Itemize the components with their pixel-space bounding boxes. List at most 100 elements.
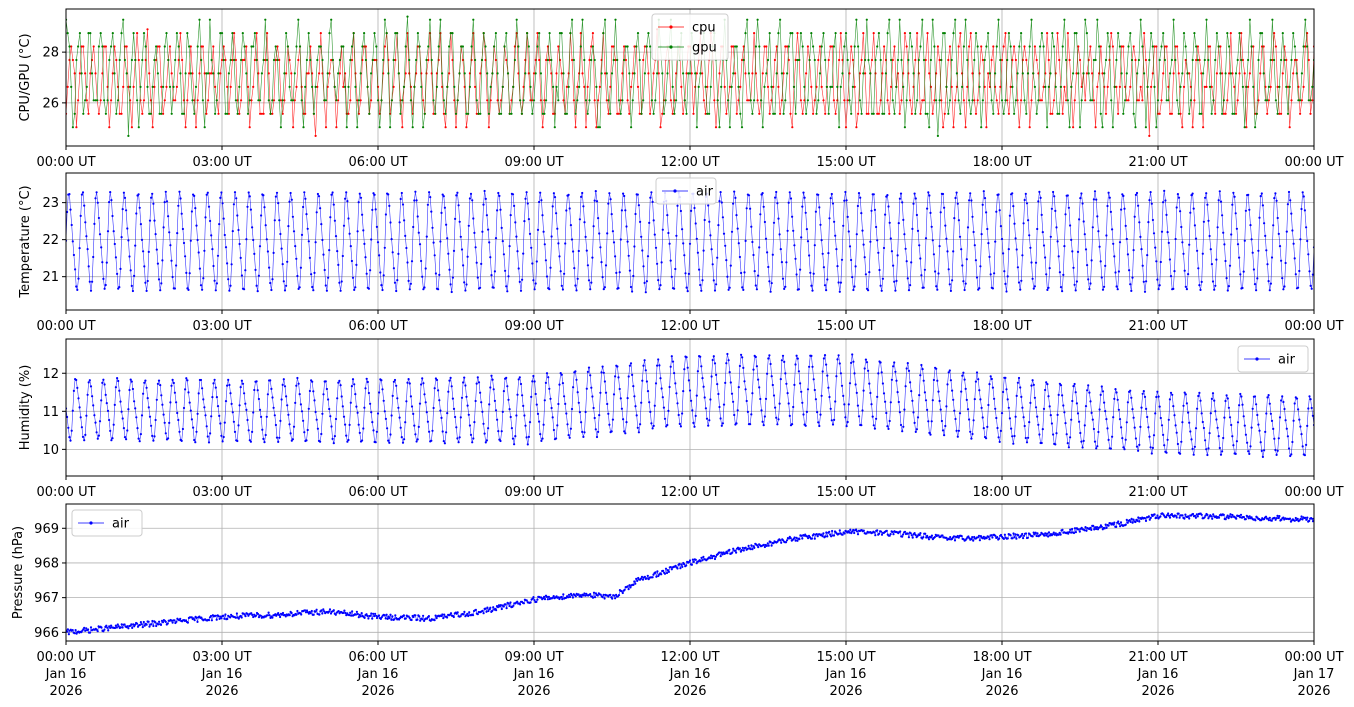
- data-point: [451, 397, 454, 400]
- data-point: [1208, 432, 1211, 435]
- data-point: [1028, 234, 1031, 237]
- data-point: [1146, 254, 1149, 257]
- data-point: [743, 380, 746, 383]
- data-point: [1020, 99, 1023, 102]
- data-point: [100, 399, 103, 402]
- data-point: [545, 99, 548, 102]
- data-point: [636, 579, 639, 583]
- data-point: [834, 31, 837, 35]
- data-point: [560, 373, 563, 376]
- data-point: [1024, 192, 1027, 195]
- data-point: [207, 205, 211, 208]
- data-point: [447, 252, 450, 255]
- data-point: [552, 112, 555, 115]
- data-point: [203, 249, 206, 252]
- data-point: [1069, 436, 1072, 439]
- data-point: [491, 378, 494, 381]
- data-point: [819, 223, 822, 226]
- data-point: [246, 85, 250, 88]
- data-point: [658, 364, 661, 367]
- data-point: [1307, 253, 1310, 256]
- data-point: [580, 595, 583, 599]
- data-point: [195, 430, 198, 433]
- data-point: [910, 261, 913, 264]
- data-point: [263, 206, 266, 209]
- data-point: [464, 289, 467, 292]
- data-point: [1271, 58, 1274, 62]
- data-point: [813, 58, 816, 62]
- data-point: [88, 379, 91, 382]
- data-point: [472, 437, 475, 440]
- data-point: [362, 229, 365, 232]
- data-point: [511, 193, 515, 196]
- data-point: [311, 85, 314, 88]
- x-tick-label: 12:00 UT: [660, 485, 719, 500]
- data-point: [567, 193, 570, 196]
- data-point: [1222, 436, 1225, 440]
- data-point: [1178, 516, 1181, 519]
- data-point: [229, 58, 232, 62]
- data-point: [732, 547, 735, 550]
- data-point: [610, 72, 614, 75]
- data-point: [1230, 423, 1233, 427]
- data-point: [1049, 414, 1052, 417]
- y-tick-label: 12: [42, 367, 59, 382]
- data-point: [872, 31, 875, 35]
- data-point: [858, 72, 862, 75]
- data-point: [534, 72, 537, 75]
- data-point: [631, 290, 634, 293]
- data-point: [1281, 31, 1284, 35]
- data-point: [1170, 112, 1173, 115]
- data-point: [148, 72, 151, 75]
- data-point: [585, 387, 588, 390]
- data-point: [123, 623, 126, 626]
- data-point: [565, 412, 568, 415]
- data-point: [846, 58, 849, 62]
- data-point: [813, 537, 816, 540]
- data-point: [1231, 72, 1234, 75]
- data-point: [214, 85, 217, 88]
- data-point: [452, 615, 455, 619]
- data-point: [737, 99, 740, 102]
- data-point: [690, 399, 693, 402]
- data-point: [1128, 269, 1131, 272]
- data-point: [1156, 390, 1159, 393]
- data-point: [971, 99, 974, 102]
- data-point: [532, 374, 535, 378]
- data-point: [1059, 85, 1062, 88]
- y-tick-label: 10: [42, 443, 59, 458]
- data-point: [568, 207, 571, 210]
- data-point: [822, 357, 826, 360]
- data-point: [859, 196, 862, 199]
- data-point: [1094, 58, 1097, 62]
- data-point: [1214, 410, 1217, 413]
- data-point: [1128, 519, 1131, 522]
- data-point: [344, 611, 347, 615]
- data-point: [1079, 197, 1082, 200]
- data-point: [433, 254, 436, 257]
- data-point: [633, 395, 636, 398]
- y-tick-label: 22: [42, 233, 59, 248]
- data-point: [1080, 99, 1083, 102]
- data-point: [358, 192, 361, 195]
- data-point: [1283, 285, 1286, 288]
- data-point: [324, 99, 328, 102]
- data-point: [755, 288, 759, 291]
- data-point: [980, 406, 983, 409]
- data-point: [74, 268, 77, 271]
- data-point: [552, 85, 555, 88]
- data-point: [296, 274, 299, 278]
- data-point: [201, 288, 204, 291]
- data-point: [1155, 45, 1158, 48]
- data-point: [855, 126, 858, 129]
- data-point: [352, 31, 355, 35]
- data-point: [320, 432, 323, 436]
- data-point: [1143, 395, 1147, 398]
- data-point: [467, 614, 470, 618]
- data-point: [861, 409, 864, 412]
- data-point: [1103, 285, 1106, 288]
- data-point: [681, 228, 684, 231]
- data-point: [1200, 513, 1203, 516]
- data-point: [916, 31, 919, 35]
- data-point: [819, 413, 822, 416]
